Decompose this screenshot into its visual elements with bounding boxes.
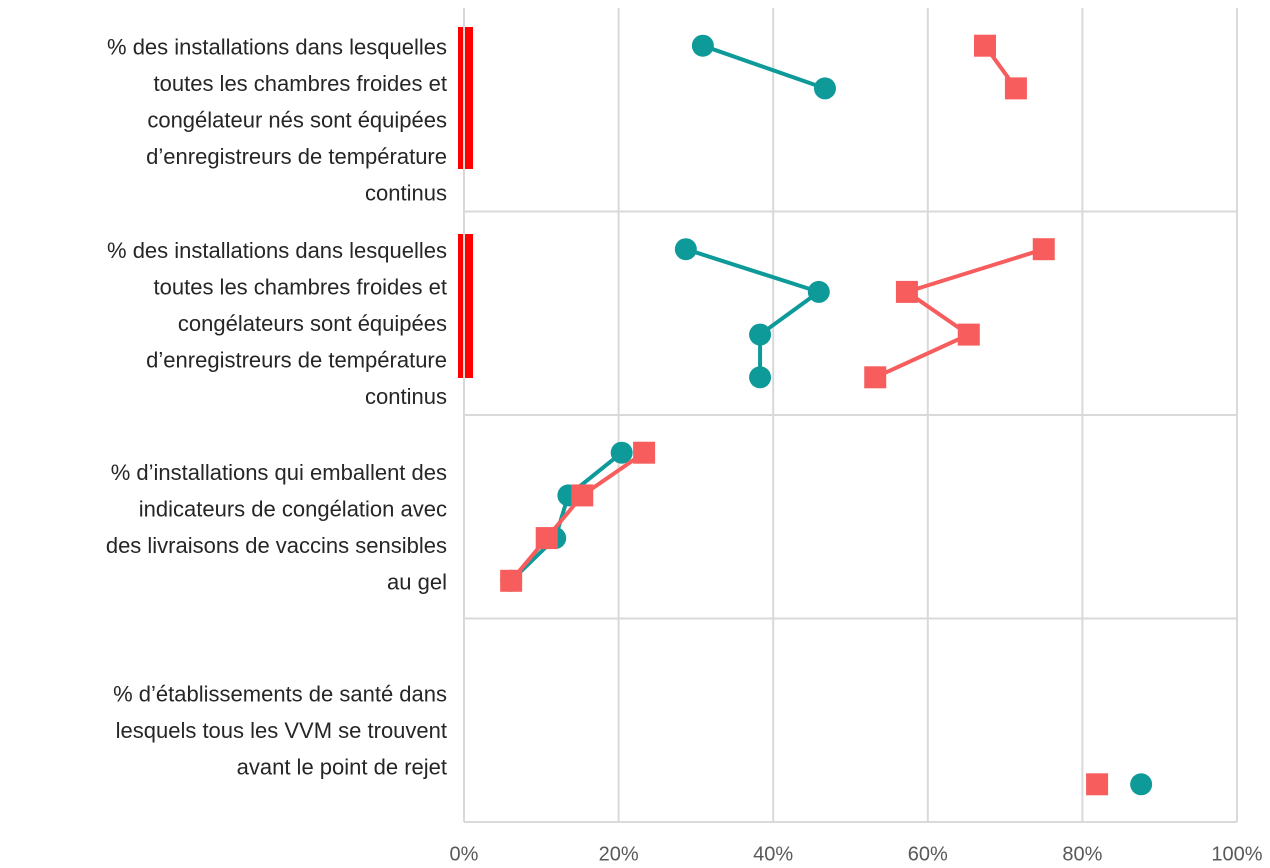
category-label: % d’installations qui emballent des <box>111 460 447 485</box>
category-label: % des installations dans lesquelles <box>107 35 447 60</box>
category-label: des livraisons de vaccins sensibles <box>106 533 447 558</box>
x-tick-label: 60% <box>908 843 948 865</box>
marker <box>957 323 980 346</box>
series-line <box>874 247 1045 380</box>
category-label: au gel <box>387 569 447 594</box>
series-line <box>509 451 623 583</box>
marker <box>895 280 918 303</box>
category-label: % d’établissements de santé dans <box>113 682 447 707</box>
marker <box>571 484 594 507</box>
category-label: toutes les chambres froides et <box>154 275 447 300</box>
series-line <box>509 451 646 583</box>
category-label: indicateurs de congélation avec <box>139 496 447 521</box>
marker <box>864 366 887 389</box>
marker <box>633 441 656 464</box>
marker <box>1086 773 1109 796</box>
x-tick-label: 80% <box>1062 843 1102 865</box>
category-label: avant le point de rejet <box>237 755 447 780</box>
marker <box>500 569 523 592</box>
category-label: continus <box>365 384 447 409</box>
category-label: % des installations dans lesquelles <box>107 238 447 263</box>
marker <box>974 34 997 57</box>
marker <box>749 366 772 389</box>
marker <box>813 77 836 100</box>
category-label: congélateurs sont équipées <box>178 311 447 336</box>
marker <box>674 238 697 261</box>
marker <box>535 527 558 550</box>
marker <box>1130 773 1153 796</box>
highlight-bar <box>458 234 473 378</box>
series-line <box>702 43 826 91</box>
x-tick-label: 20% <box>599 843 639 865</box>
highlight-bar <box>458 27 473 169</box>
series-line <box>685 247 824 378</box>
x-tick-label: 0% <box>450 843 479 865</box>
marker <box>807 280 830 303</box>
marker <box>749 323 772 346</box>
marker <box>610 441 633 464</box>
category-label: lesquels tous les VVM se trouvent <box>116 718 447 743</box>
x-tick-label: 40% <box>753 843 793 865</box>
category-label: continus <box>365 181 447 206</box>
category-label: toutes les chambres froides et <box>154 71 447 96</box>
category-label: congélateur nés sont équipées <box>147 108 447 133</box>
marker <box>1032 238 1055 261</box>
x-tick-label: 100% <box>1211 843 1262 865</box>
marker <box>1004 77 1027 100</box>
category-label: d’enregistreurs de température <box>146 144 447 169</box>
category-label: d’enregistreurs de température <box>146 348 447 373</box>
marker <box>691 34 714 57</box>
